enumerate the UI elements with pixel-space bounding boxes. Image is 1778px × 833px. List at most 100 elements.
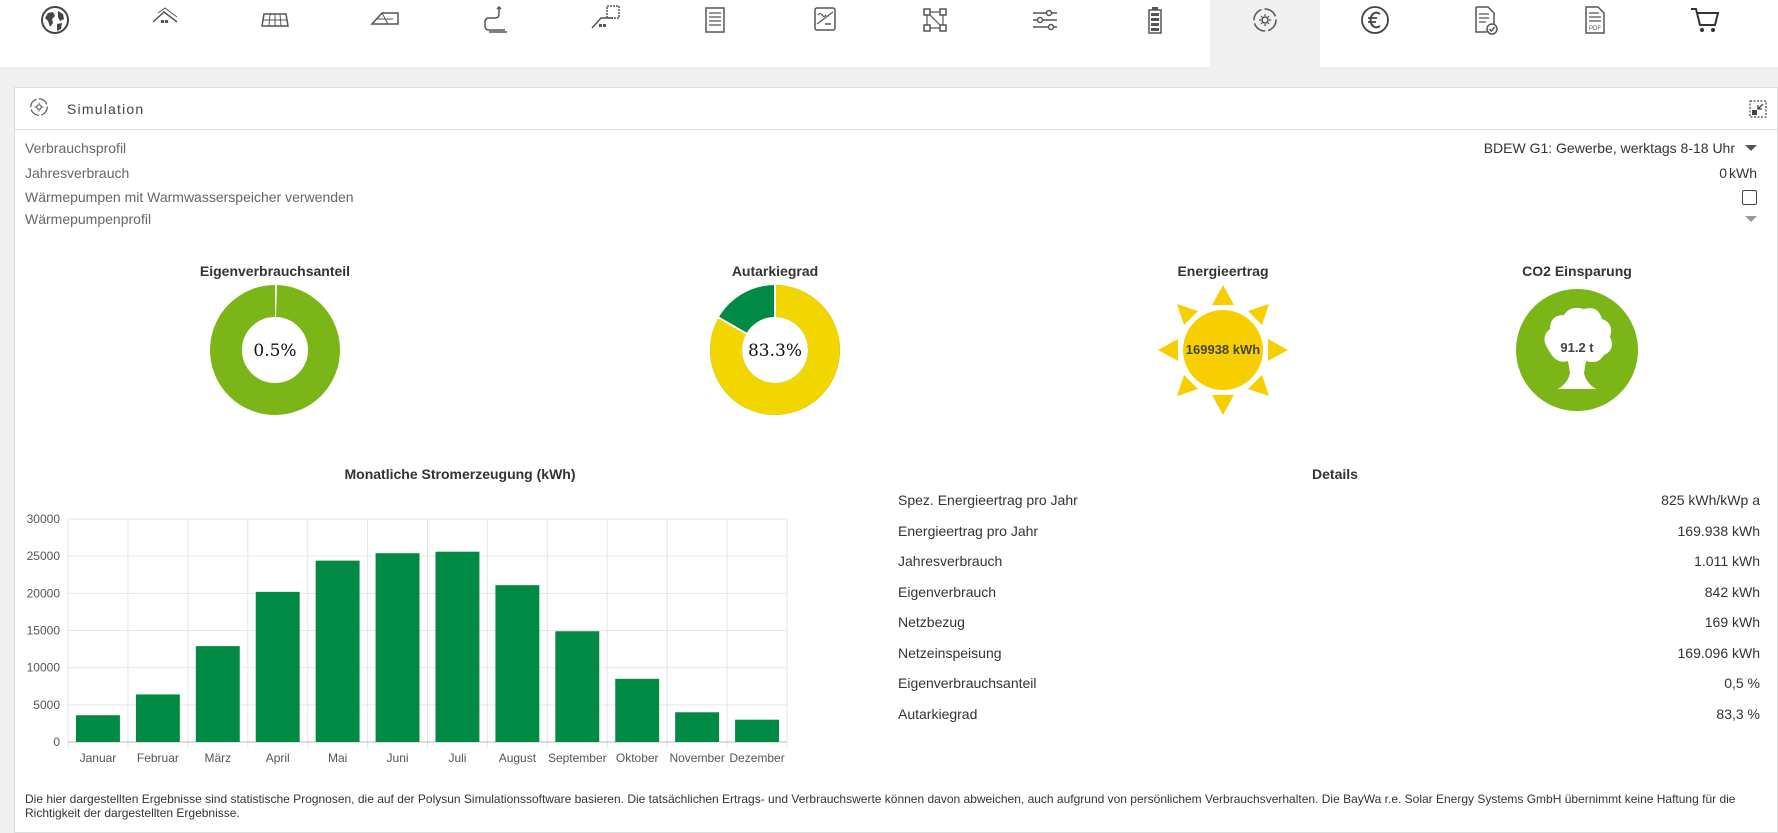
- x-tick-label: Juni: [387, 751, 409, 765]
- detail-row: Netzbezug 169 kWh: [898, 607, 1760, 638]
- heatpump-profile-select[interactable]: [1735, 216, 1757, 222]
- y-tick-label: 5000: [33, 698, 60, 712]
- details-title: Details: [1312, 466, 1358, 482]
- inverter-icon: [814, 7, 836, 31]
- detail-value: 169.096 kWh: [1677, 644, 1761, 661]
- detail-row: Autarkiegrad 83,3 %: [898, 699, 1760, 730]
- disclaimer-text: Die hier dargestellten Ergebnisse sind s…: [25, 792, 1736, 820]
- bar: [315, 560, 360, 742]
- bar: [555, 631, 600, 742]
- toolbar-string-plan[interactable]: [880, 0, 990, 67]
- annual-consumption-input[interactable]: 0 kWh: [1719, 165, 1757, 181]
- y-tick-label: 30000: [27, 512, 61, 526]
- sun-icon: 169938 kWh: [1158, 285, 1288, 415]
- toolbar-euro[interactable]: [1320, 0, 1430, 67]
- roof-house-icon: [152, 7, 178, 23]
- toolbar-pdf[interactable]: PDF: [1540, 0, 1650, 67]
- bar: [735, 719, 779, 742]
- heatpump-label: Wärmepumpen mit Warmwasserspeicher verwe…: [25, 189, 354, 205]
- tree-icon: 91.2 t: [1516, 289, 1638, 411]
- chevron-down-icon: [1745, 216, 1757, 222]
- x-tick-label: Juli: [448, 751, 466, 765]
- y-tick-label: 10000: [27, 661, 61, 675]
- solar-module-icon: [261, 13, 289, 27]
- bar: [255, 591, 300, 742]
- x-tick-label: Februar: [137, 751, 179, 765]
- kpi-value: 91.2 t: [1560, 340, 1594, 355]
- x-tick-label: Oktober: [616, 751, 659, 765]
- detail-label: Energieertrag pro Jahr: [898, 522, 1039, 539]
- kpi-energy-yield: Energieertrag 169938 kWh: [1103, 263, 1343, 417]
- profile-select-value: BDEW G1: Gewerbe, werktags 8-18 Uhr: [1483, 140, 1735, 156]
- toolbar-roof-layout[interactable]: [330, 0, 440, 67]
- detail-value: 842 kWh: [1704, 583, 1760, 600]
- toolbar-roof-house[interactable]: [110, 0, 220, 67]
- kpi-co2: CO2 Einsparung 91.2 t: [1457, 263, 1697, 417]
- bar: [615, 678, 660, 742]
- bar: [76, 715, 120, 742]
- toolbar-cable-route[interactable]: [440, 0, 550, 67]
- toolbar-module-placement[interactable]: [550, 0, 660, 67]
- y-tick-label: 25000: [27, 549, 61, 563]
- detail-row: Spez. Energieertrag pro Jahr 825 kWh/kWp …: [898, 485, 1760, 516]
- y-tick-label: 20000: [27, 586, 61, 600]
- details-list: Spez. Energieertrag pro Jahr 825 kWh/kWp …: [898, 485, 1760, 729]
- detail-row: Netzeinspeisung 169.096 kWh: [898, 638, 1760, 669]
- bar: [135, 694, 180, 742]
- toolbar-globe[interactable]: [0, 0, 110, 67]
- detail-label: Jahresverbrauch: [898, 553, 1003, 570]
- globe-icon: [41, 6, 69, 34]
- annual-value: 0: [1719, 165, 1727, 181]
- panel-title: Simulation: [67, 100, 145, 117]
- x-tick-label: November: [669, 751, 724, 765]
- bar: [435, 551, 480, 742]
- settings-sliders-icon: [1033, 9, 1057, 31]
- y-tick-label: 15000: [27, 624, 61, 638]
- toolbar-solar-module[interactable]: [220, 0, 330, 67]
- detail-label: Netzbezug: [898, 614, 965, 631]
- heatpump-profile-row: Wärmepumpenprofil: [25, 207, 1757, 231]
- collapse-icon[interactable]: [1749, 100, 1767, 118]
- toolbar-parts-list[interactable]: [660, 0, 770, 67]
- roof-layout-icon: [370, 12, 399, 25]
- heatpump-checkbox[interactable]: [1742, 189, 1757, 205]
- simulation-icon: [1253, 8, 1277, 32]
- kpi-value: 0.5%: [253, 341, 296, 361]
- toolbar-cart[interactable]: [1650, 0, 1760, 67]
- x-tick-label: August: [499, 751, 537, 765]
- x-tick-label: März: [204, 751, 231, 765]
- detail-label: Spez. Energieertrag pro Jahr: [898, 492, 1078, 509]
- document-check-icon: [1475, 6, 1498, 35]
- toolbar-simulation[interactable]: [1210, 0, 1320, 67]
- svg-text:PDF: PDF: [1589, 26, 1601, 32]
- pdf-document-icon: PDF: [1585, 6, 1605, 34]
- module-placement-icon: [591, 5, 620, 29]
- cable-route-icon: [484, 5, 507, 33]
- bar: [195, 646, 240, 742]
- profile-select[interactable]: BDEW G1: Gewerbe, werktags 8-18 Uhr: [1484, 140, 1757, 156]
- simulation-panel: Simulation Verbrauchsprofil BDEW G1: Gew…: [14, 87, 1778, 833]
- string-plan-icon: [923, 8, 947, 32]
- annual-label: Jahresverbrauch: [25, 165, 130, 181]
- toolbar-settings-sliders[interactable]: [990, 0, 1100, 67]
- simulation-header-icon: [27, 95, 51, 122]
- toolbar-document-check[interactable]: [1430, 0, 1540, 67]
- x-tick-label: Januar: [80, 751, 117, 765]
- self-consumption-donut: 0.5%: [210, 285, 340, 415]
- x-tick-label: September: [548, 751, 607, 765]
- donut-divider: [718, 316, 747, 335]
- annual-row: Jahresverbrauch 0 kWh: [25, 161, 1757, 185]
- euro-icon: [1361, 6, 1389, 34]
- kpi-title: CO2 Einsparung: [1522, 263, 1632, 279]
- kpi-autarky: Autarkiegrad 83.3%: [655, 263, 895, 417]
- kpi-title: Energieertrag: [1177, 263, 1269, 279]
- battery-icon: [1148, 7, 1162, 34]
- toolbar-inverter[interactable]: [770, 0, 880, 67]
- x-tick-label: April: [266, 751, 290, 765]
- detail-row: Jahresverbrauch 1.011 kWh: [898, 546, 1760, 577]
- donut-slice: [210, 285, 340, 415]
- annual-unit: kWh: [1729, 165, 1757, 181]
- cart-icon: [1691, 8, 1720, 32]
- detail-label: Eigenverbrauch: [898, 583, 997, 600]
- toolbar-battery[interactable]: [1100, 0, 1210, 67]
